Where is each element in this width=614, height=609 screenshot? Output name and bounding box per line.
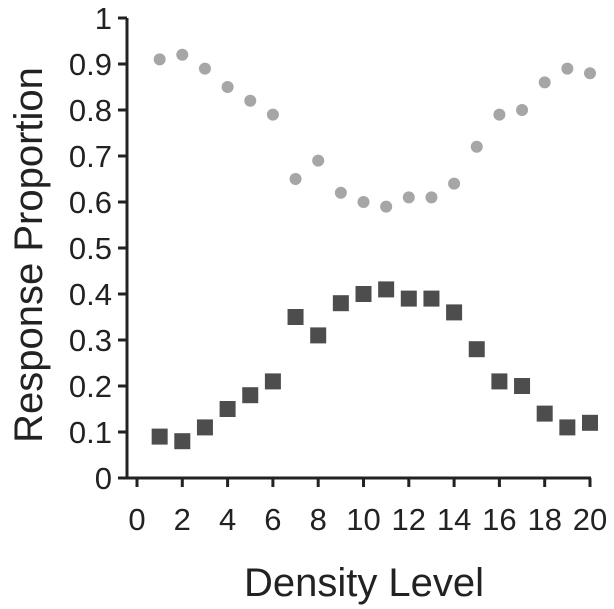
circle-point (380, 200, 393, 213)
circle-point (153, 53, 166, 66)
circle-point (244, 94, 257, 107)
y-tick-label: 0.9 (69, 47, 112, 82)
y-tick-label: 0.2 (69, 369, 112, 404)
x-tick-label: 12 (392, 502, 426, 537)
circle-point (516, 104, 529, 116)
circle-point (584, 67, 596, 80)
circle-point (266, 108, 279, 121)
x-tick-label: 16 (482, 502, 516, 537)
circle-point (198, 62, 211, 75)
circle-point (176, 48, 189, 61)
y-axis-title: Response Proportion (7, 67, 51, 443)
y-tick-label: 0.5 (69, 231, 112, 266)
x-tick-label: 2 (174, 502, 191, 537)
square-point (536, 405, 553, 422)
square-point (378, 281, 395, 298)
circle-point (357, 196, 370, 208)
x-tick-label: 8 (310, 502, 327, 537)
circle-point (538, 76, 551, 89)
square-point (559, 419, 576, 436)
y-tick-label: 0 (95, 461, 112, 496)
square-point (332, 295, 349, 312)
x-tick-label: 10 (346, 502, 380, 537)
circle-point (448, 177, 461, 190)
circle-point (402, 191, 415, 204)
axes (125, 18, 591, 480)
y-tick-label: 0.3 (69, 323, 112, 358)
circle-point (334, 186, 347, 199)
square-point (287, 309, 304, 325)
y-tick-label: 0.1 (69, 415, 112, 450)
x-tick-label: 0 (128, 502, 145, 537)
square-point (242, 387, 259, 404)
square-point (491, 373, 508, 390)
square-point (582, 414, 598, 431)
circle-point (312, 154, 325, 167)
square-point (174, 433, 191, 450)
square-point (514, 378, 531, 394)
square-point (151, 428, 168, 445)
square-point (219, 401, 236, 417)
circle-point (470, 140, 483, 153)
y-tick-label: 0.7 (69, 139, 112, 174)
circle-point (561, 62, 574, 75)
square-point (196, 419, 213, 436)
square-point (468, 341, 485, 358)
series-1 (153, 48, 596, 213)
x-tick-label: 20 (573, 502, 607, 537)
circle-point (425, 191, 438, 204)
x-tick-label: 18 (527, 502, 561, 537)
square-point (423, 290, 440, 307)
y-tick-label: 0.6 (69, 185, 112, 220)
square-point (400, 290, 417, 307)
circle-point (289, 173, 302, 185)
square-point (446, 304, 463, 321)
circle-point (493, 108, 506, 121)
y-tick-label: 0.4 (69, 277, 112, 312)
square-point (355, 286, 372, 302)
x-tick-label: 14 (437, 502, 471, 537)
y-ticks: 0 0.1 0.2 0.3 0.4 0.5 0.6 0.7 0.8 0.9 1 (69, 1, 127, 496)
circle-point (221, 81, 234, 93)
series-2 (151, 281, 598, 450)
y-tick-label: 1 (95, 1, 112, 36)
x-tick-label: 6 (264, 502, 281, 537)
y-tick-label: 0.8 (69, 93, 112, 128)
x-ticks: 0 2 4 6 8 10 12 14 16 18 20 (128, 478, 607, 537)
x-axis-title: Density Level (244, 561, 484, 605)
square-point (264, 373, 281, 390)
square-point (310, 327, 327, 344)
series-layer (151, 48, 598, 450)
x-tick-label: 4 (219, 502, 236, 537)
